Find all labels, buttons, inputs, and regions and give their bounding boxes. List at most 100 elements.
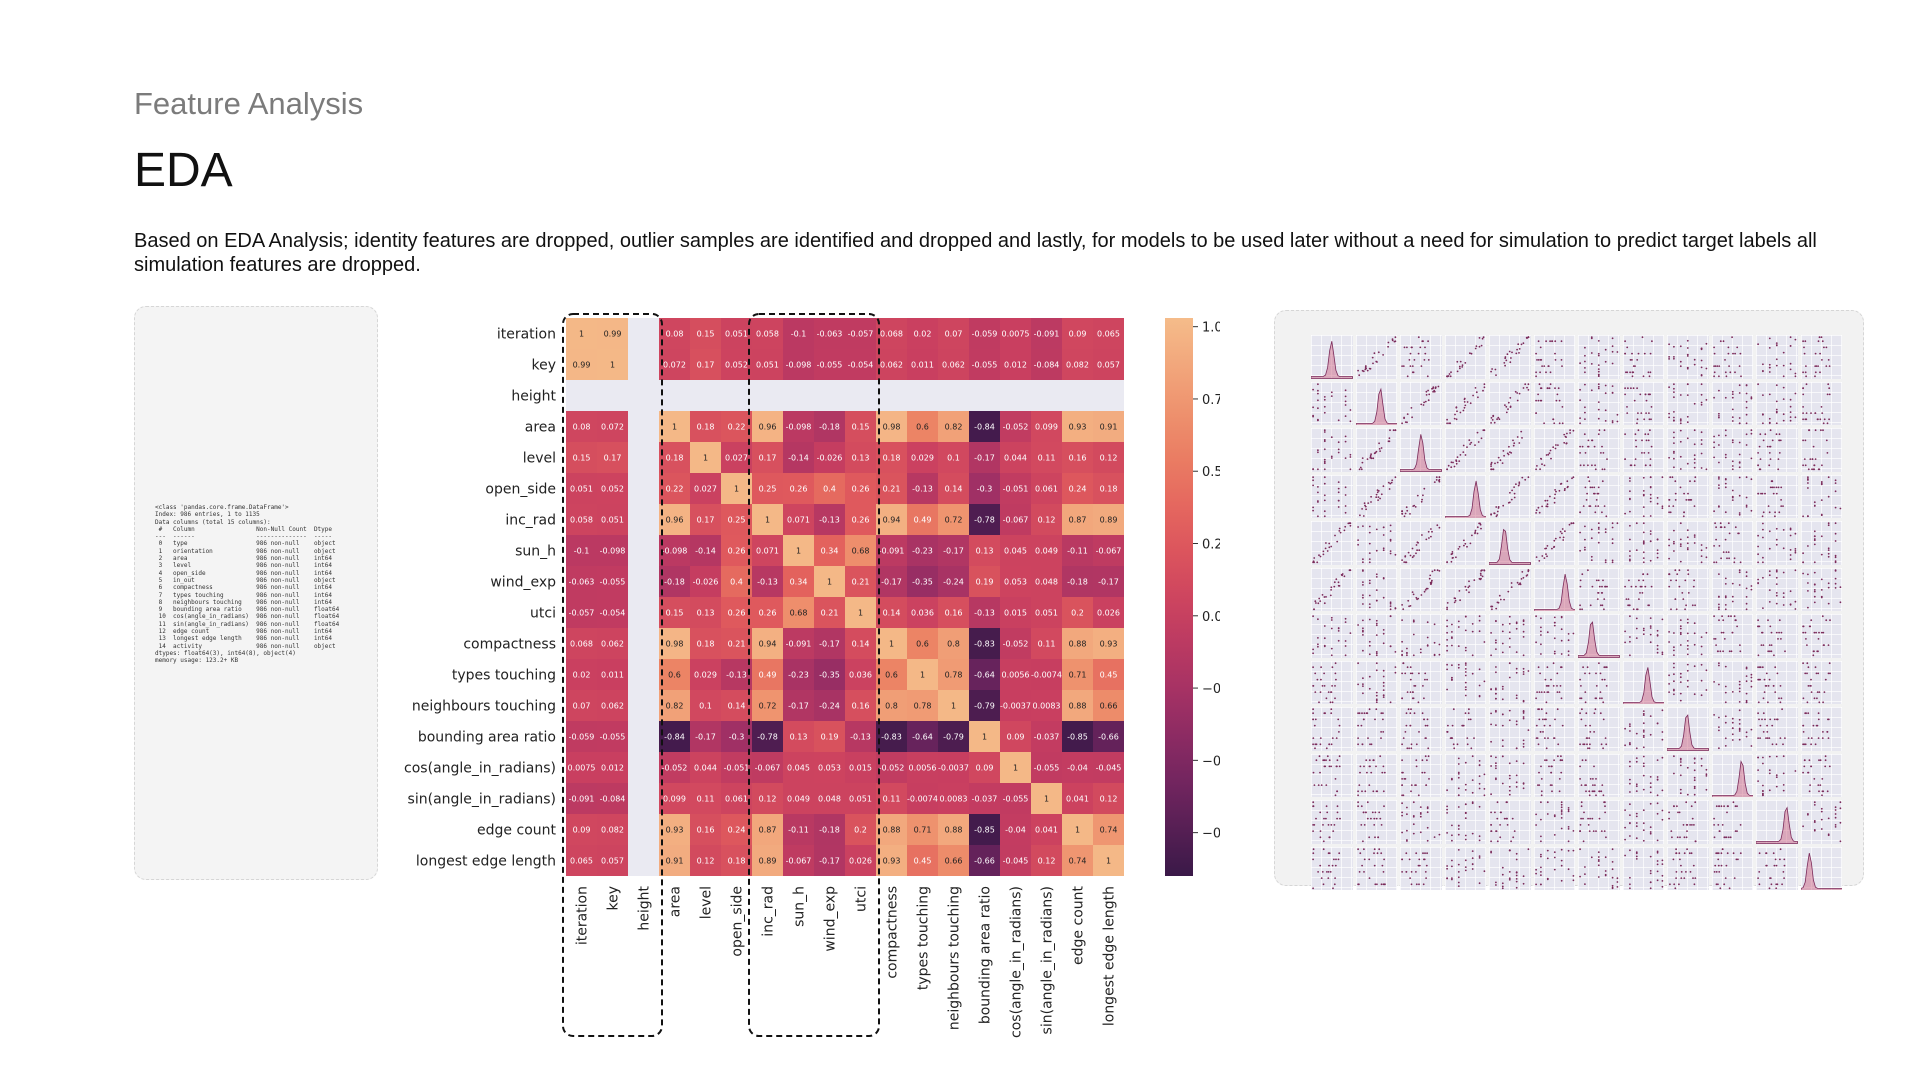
heatmap-cell-label: -0.1 bbox=[791, 330, 807, 339]
pairplot-point bbox=[1490, 632, 1492, 634]
pairplot-point bbox=[1356, 847, 1359, 850]
heatmap-cell-label: 0.34 bbox=[790, 578, 808, 587]
pairplot-point bbox=[1411, 672, 1414, 674]
pairplot-point bbox=[1379, 731, 1382, 733]
pairplot-cell bbox=[1355, 381, 1397, 425]
heatmap-cell bbox=[1062, 535, 1093, 566]
pairplot-point bbox=[1423, 718, 1425, 721]
pairplot-point bbox=[1331, 700, 1334, 703]
pairplot-point bbox=[1593, 731, 1595, 733]
pairplot-panel bbox=[1757, 336, 1797, 378]
pairplot-point bbox=[1636, 411, 1639, 414]
pairplot-point bbox=[1827, 547, 1830, 550]
pairplot-point bbox=[1410, 346, 1413, 349]
pairplot-point bbox=[1628, 636, 1631, 638]
heatmap-col-label: bounding area ratio bbox=[978, 886, 994, 1024]
pairplot-point bbox=[1678, 568, 1681, 571]
pairplot-point bbox=[1724, 538, 1726, 541]
pairplot-point bbox=[1670, 830, 1673, 832]
pairplot-point bbox=[1649, 485, 1652, 488]
pairplot-point bbox=[1705, 468, 1708, 471]
pairplot-point bbox=[1382, 789, 1385, 792]
pairplot-point bbox=[1745, 444, 1747, 446]
pairplot-point bbox=[1427, 747, 1430, 750]
pairplot-point bbox=[1700, 393, 1703, 396]
heatmap-cell bbox=[845, 597, 876, 628]
pairplot-point bbox=[1327, 690, 1330, 693]
heatmap-cell-label: -0.052 bbox=[662, 764, 688, 773]
pairplot-cell bbox=[1622, 335, 1664, 379]
heatmap-cell bbox=[566, 504, 597, 535]
pairplot-point bbox=[1827, 817, 1830, 820]
pairplot-point bbox=[1804, 375, 1807, 378]
pairplot-point bbox=[1820, 535, 1823, 538]
pairplot-point bbox=[1558, 690, 1560, 693]
pairplot-point bbox=[1745, 433, 1747, 436]
pairplot-point bbox=[1490, 740, 1492, 743]
pairplot-point bbox=[1694, 840, 1697, 843]
heatmap-cell bbox=[969, 535, 1000, 566]
pairplot-point bbox=[1370, 743, 1372, 746]
pairplot-panel bbox=[1534, 848, 1574, 885]
pairplot-point bbox=[1344, 403, 1347, 406]
pairplot-point bbox=[1693, 462, 1696, 464]
pairplot-point bbox=[1802, 696, 1804, 699]
pairplot-panel bbox=[1801, 522, 1836, 564]
pairplot-point bbox=[1628, 782, 1631, 785]
heatmap-cell bbox=[752, 752, 783, 783]
pairplot-point bbox=[1322, 550, 1325, 553]
pairplot-point bbox=[1420, 365, 1423, 367]
pairplot-point bbox=[1433, 623, 1436, 626]
pairplot-point bbox=[1344, 640, 1347, 642]
heatmap-cell bbox=[814, 814, 845, 845]
heatmap-cell-label: -0.64 bbox=[974, 671, 995, 680]
pairplot-point bbox=[1642, 514, 1645, 517]
heatmap-cell bbox=[845, 814, 876, 845]
pairplot-point bbox=[1772, 684, 1775, 687]
heatmap-cell bbox=[566, 814, 597, 845]
heatmap-cell-label: -0.0074 bbox=[1031, 671, 1062, 680]
pairplot-point bbox=[1641, 591, 1643, 594]
pairplot-point bbox=[1389, 538, 1391, 541]
pairplot-point bbox=[1762, 793, 1764, 796]
pairplot-point bbox=[1331, 665, 1334, 668]
pairplot-point bbox=[1579, 416, 1581, 419]
pairplot-point bbox=[1356, 805, 1359, 808]
pairplot-point bbox=[1368, 708, 1370, 711]
heatmap-cell-label: -0.13 bbox=[912, 485, 933, 494]
pairplot-point bbox=[1735, 830, 1738, 832]
pairplot-panel bbox=[1668, 475, 1697, 517]
pairplot-point bbox=[1812, 468, 1814, 471]
pairplot-point bbox=[1312, 684, 1315, 687]
pairplot-point bbox=[1679, 836, 1681, 839]
pairplot-panel bbox=[1667, 714, 1709, 751]
pairplot-cell bbox=[1667, 846, 1709, 890]
heatmap-cell bbox=[1031, 504, 1062, 535]
heatmap-cell bbox=[907, 442, 938, 473]
pairplot-point bbox=[1423, 487, 1426, 490]
heatmap-cell-label: 0.048 bbox=[1035, 578, 1058, 587]
pairplot-point bbox=[1806, 514, 1809, 517]
pairplot-point bbox=[1581, 708, 1583, 711]
pairplot-kde bbox=[1756, 806, 1798, 844]
pairplot-point bbox=[1673, 772, 1675, 774]
pairplot-point bbox=[1759, 433, 1762, 436]
heatmap-cell-label: 1 bbox=[1013, 764, 1018, 773]
pairplot-point bbox=[1628, 538, 1631, 541]
pairplot-point bbox=[1661, 809, 1663, 812]
pairplot-point bbox=[1475, 345, 1477, 348]
heatmap-col-label: cos(angle_in_radians) bbox=[1009, 886, 1025, 1038]
pairplot-point bbox=[1337, 448, 1340, 451]
pairplot-point bbox=[1478, 805, 1480, 808]
pairplot-point bbox=[1761, 631, 1764, 634]
pairplot-point bbox=[1759, 458, 1762, 460]
pairplot-point bbox=[1549, 783, 1551, 786]
pairplot-point bbox=[1604, 737, 1607, 739]
pairplot-point bbox=[1769, 429, 1772, 432]
pairplot-point bbox=[1515, 723, 1518, 726]
pairplot-point bbox=[1762, 363, 1764, 366]
pairplot-point bbox=[1508, 870, 1511, 873]
pairplot-point bbox=[1693, 458, 1696, 461]
pairplot-point bbox=[1405, 851, 1408, 854]
heatmap-cell bbox=[1093, 442, 1124, 473]
